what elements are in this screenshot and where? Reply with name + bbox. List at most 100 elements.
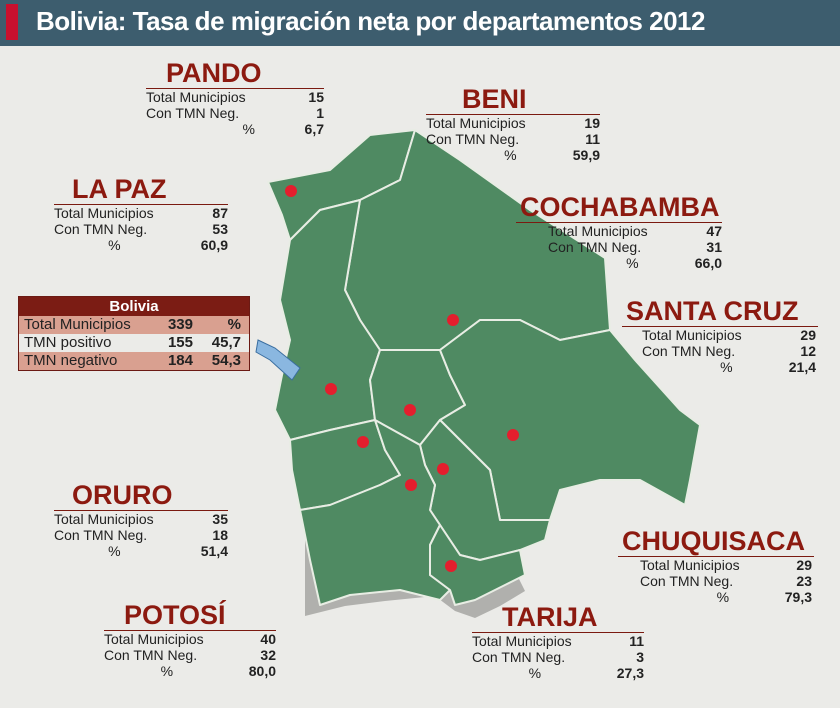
stat-value: 23 <box>796 573 812 589</box>
stat-row: Con TMN Neg. 23 <box>640 573 812 589</box>
stat-label: Con TMN Neg. <box>104 647 198 663</box>
stat-label: Total Municipios <box>642 327 742 343</box>
stat-value: 29 <box>796 557 812 573</box>
stat-row: Con TMN Neg. 12 <box>642 343 816 359</box>
stat-label: % <box>108 237 121 253</box>
stat-value: 3 <box>636 649 644 665</box>
stat-label: Con TMN Neg. <box>472 649 566 665</box>
stat-row: % 66,0 <box>548 255 722 271</box>
dept-stats: Total Municipios 29 Con TMN Neg. 12 % 21,4 <box>642 327 816 375</box>
stat-label: Total Municipios <box>426 115 526 131</box>
dept-stats: Total Municipios 35 Con TMN Neg. 18 % 51,4 <box>54 511 228 559</box>
dept-stats: Total Municipios 40 Con TMN Neg. 32 % 80,0 <box>104 631 276 679</box>
dept-stats: Total Municipios 87 Con TMN Neg. 53 % 60,9 <box>54 205 228 253</box>
dept-potosi: POTOSÍ Total Municipios 40 Con TMN Neg. 32… <box>104 600 276 679</box>
stat-row: Total Municipios 29 <box>640 557 812 573</box>
stat-label: % <box>528 665 542 681</box>
stat-row: Total Municipios 29 <box>642 327 816 343</box>
stat-value: 66,0 <box>694 255 722 271</box>
stat-label: Total Municipios <box>146 89 246 105</box>
stat-row: % 60,9 <box>54 237 228 253</box>
dept-pando: PANDO Total Municipios 15 Con TMN Neg. 1 %… <box>146 58 324 137</box>
dept-name: TARIJA <box>472 602 644 633</box>
stat-row: Total Municipios 15 <box>146 89 324 105</box>
stat-value: 1 <box>316 105 324 121</box>
stat-value: 59,9 <box>572 147 600 163</box>
dept-name: POTOSÍ <box>104 600 276 631</box>
stat-label: Con TMN Neg. <box>54 221 148 237</box>
potosi-marker-icon <box>405 479 417 491</box>
summary-label: TMN positivo <box>24 334 112 351</box>
stat-value: 11 <box>585 131 600 147</box>
stat-row: Con TMN Neg. 3 <box>472 649 644 665</box>
stat-value: 40 <box>260 631 276 647</box>
dept-stats: Total Municipios 11 Con TMN Neg. 3 % 27,3 <box>472 633 644 681</box>
stat-label: Total Municipios <box>54 205 154 221</box>
stat-row: Total Municipios 19 <box>426 115 600 131</box>
departments-map <box>267 129 701 606</box>
oruro-marker-icon <box>357 436 369 448</box>
summary-value: 184 <box>167 352 193 369</box>
bolivia-summary-table: Bolivia Total Municipios 339 % TMN posit… <box>18 296 250 371</box>
stat-value: 6,7 <box>304 121 324 137</box>
stat-row: % 79,3 <box>640 589 812 605</box>
stat-row: Con TMN Neg. 32 <box>104 647 276 663</box>
chuquisaca-marker-icon <box>437 463 449 475</box>
summary-pct: 45,7 <box>211 334 241 351</box>
stat-label: Total Municipios <box>472 633 572 649</box>
stat-row: Con TMN Neg. 53 <box>54 221 228 237</box>
dept-name: ORURO <box>54 480 228 511</box>
stat-label: % <box>626 255 639 271</box>
summary-pct: % <box>227 316 241 333</box>
dept-santa-cruz: SANTA CRUZ Total Municipios 29 Con TMN Ne… <box>622 296 818 375</box>
stat-row: Con TMN Neg. 18 <box>54 527 228 543</box>
stat-row: % 59,9 <box>426 147 600 163</box>
stat-row: % 27,3 <box>472 665 644 681</box>
summary-row: TMN positivo 155 45,7 <box>19 334 249 352</box>
stat-value: 79,3 <box>784 589 812 605</box>
lake-shape <box>255 339 301 381</box>
stat-row: Total Municipios 87 <box>54 205 228 221</box>
stat-label: % <box>108 543 121 559</box>
page-title: Bolivia: Tasa de migración neta por depa… <box>36 6 705 36</box>
beni-marker-icon <box>447 314 459 326</box>
stat-value: 32 <box>260 647 276 663</box>
dept-stats: Total Municipios 15 Con TMN Neg. 1 % 6,7 <box>146 89 324 137</box>
stat-label: Total Municipios <box>548 223 648 239</box>
santa-cruz-marker-icon <box>507 429 519 441</box>
stat-label: Con TMN Neg. <box>426 131 520 147</box>
dept-name: LA PAZ <box>54 174 228 205</box>
bolivia-map <box>255 129 701 618</box>
pando-marker-icon <box>285 185 297 197</box>
dept-chuquisaca: CHUQUISACA Total Municipios 29 Con TMN Ne… <box>618 526 814 605</box>
stat-row: % 21,4 <box>642 359 816 375</box>
stat-value: 12 <box>800 343 816 359</box>
dept-stats: Total Municipios 19 Con TMN Neg. 11 % 59,9 <box>426 115 600 163</box>
summary-pct: 54,3 <box>211 352 241 369</box>
stat-label: % <box>504 147 517 163</box>
stat-row: % 6,7 <box>146 121 324 137</box>
stat-label: Con TMN Neg. <box>548 239 642 255</box>
dept-name: CHUQUISACA <box>618 526 814 557</box>
stat-value: 87 <box>212 205 228 221</box>
stat-value: 35 <box>212 511 228 527</box>
stat-label: Con TMN Neg. <box>642 343 736 359</box>
dept-oruro: ORURO Total Municipios 35 Con TMN Neg. 18 … <box>54 480 228 559</box>
stat-label: Con TMN Neg. <box>146 105 240 121</box>
stat-value: 21,4 <box>788 359 816 375</box>
la-paz-marker-icon <box>325 383 337 395</box>
stat-row: Total Municipios 11 <box>472 633 644 649</box>
stat-value: 53 <box>212 221 228 237</box>
summary-value: 155 <box>167 334 193 351</box>
stat-value: 19 <box>584 115 600 131</box>
dept-name: COCHABAMBA <box>516 192 722 223</box>
lake-titicaca <box>255 339 301 381</box>
summary-row: TMN negativo 184 54,3 <box>19 352 249 370</box>
stat-row: Total Municipios 40 <box>104 631 276 647</box>
dept-la-paz: LA PAZ Total Municipios 87 Con TMN Neg. 53… <box>54 174 228 253</box>
dept-stats: Total Municipios 29 Con TMN Neg. 23 % 79,3 <box>640 557 812 605</box>
stat-row: % 51,4 <box>54 543 228 559</box>
summary-label: Total Municipios <box>24 316 131 333</box>
stat-row: % 80,0 <box>104 663 276 679</box>
summary-title: Bolivia <box>19 297 249 316</box>
